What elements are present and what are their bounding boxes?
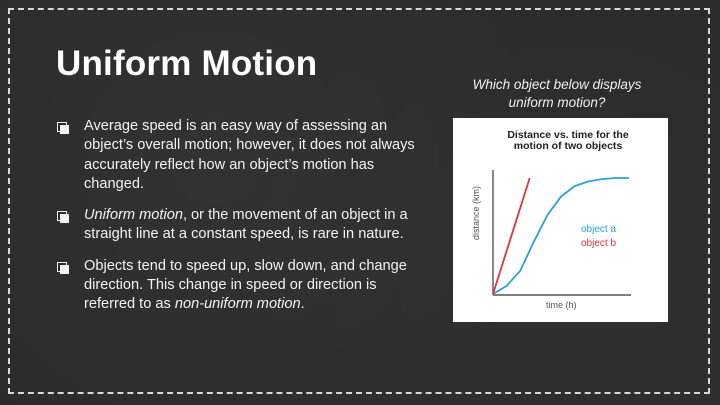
legend-object-a: object a: [581, 224, 617, 235]
slide-frame: [8, 8, 710, 394]
series-line-object-a: [492, 177, 629, 295]
bullet-list: Average speed is an easy way of assessin…: [56, 117, 416, 327]
distance-time-chart: Distance vs. time for the motion of two …: [453, 118, 668, 322]
bullet-item: Average speed is an easy way of assessin…: [56, 117, 416, 194]
bullet-emphasis: Uniform motion: [84, 207, 183, 224]
bullet-emphasis: non-uniform motion: [174, 296, 301, 313]
checkbox-bullet-icon: [57, 122, 69, 134]
y-axis-label: distance (km): [471, 186, 481, 241]
checkbox-bullet-icon: [57, 261, 69, 274]
bullet-item: Uniform motion, or the movement of an ob…: [56, 206, 416, 245]
chart-plot: [492, 170, 631, 296]
bullet-item: Objects tend to speed up, slow down, and…: [56, 257, 416, 315]
checkbox-bullet-icon: [57, 211, 69, 224]
chart-title: Distance vs. time for the motion of two …: [507, 129, 629, 152]
x-axis-label: time (h): [546, 300, 577, 310]
bullet-text: , or the movement of an object in a stra…: [84, 207, 408, 243]
bullet-text-end: .: [300, 296, 305, 313]
question-text: Which object below displays uniform moti…: [472, 77, 642, 110]
series-line-object-b: [492, 177, 531, 295]
bullet-text: Objects tend to speed up, slow down, and…: [84, 257, 407, 313]
bullet-text: Average speed is an easy way of assessin…: [84, 118, 415, 192]
slide-title: Uniform Motion: [56, 44, 318, 83]
legend-object-b: object b: [581, 238, 617, 249]
